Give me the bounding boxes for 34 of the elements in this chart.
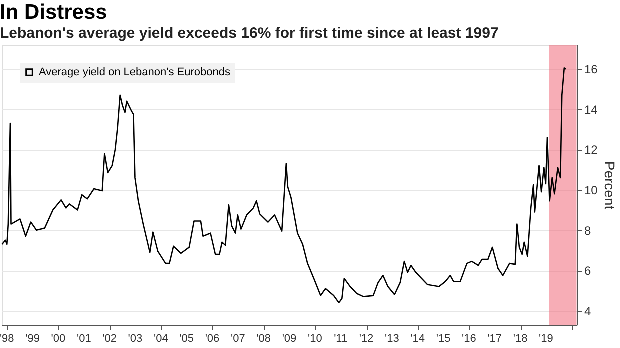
x-tick-label: '09 xyxy=(282,333,297,345)
y-tick-label: 8 xyxy=(584,224,592,238)
y-tick-label: 12 xyxy=(584,143,598,158)
y-tick-label: 4 xyxy=(584,304,592,318)
chart-subtitle: Lebanon's average yield exceeds 16% for first time since at least 1997 xyxy=(0,25,499,42)
chart-title: In Distress xyxy=(0,1,108,24)
x-tick-label: '99 xyxy=(26,333,40,345)
x-tick-label: '12 xyxy=(359,333,374,345)
x-tick-label: '11 xyxy=(334,333,348,345)
x-tick-label: '02 xyxy=(102,333,117,345)
x-tick-label: '13 xyxy=(385,333,400,345)
line-series xyxy=(2,68,567,304)
y-tick-label: 14 xyxy=(584,102,598,117)
x-tick-label: '05 xyxy=(180,333,194,345)
x-tick-label: '07 xyxy=(230,333,246,345)
y-tick-label: 16 xyxy=(584,62,598,77)
x-tick-label: '16 xyxy=(462,333,476,345)
x-tick-label: '01 xyxy=(76,333,92,345)
x-tick-label: '98 xyxy=(0,333,14,345)
y-tick-label: 10 xyxy=(584,184,598,198)
x-tick-label: '06 xyxy=(205,333,220,345)
x-tick-label: '14 xyxy=(410,333,426,345)
x-tick-label: '10 xyxy=(308,333,322,345)
y-tick-label: 6 xyxy=(584,264,592,278)
y-axis-title: Percent xyxy=(602,161,618,210)
x-tick-label: '03 xyxy=(128,333,143,345)
x-tick-label: '15 xyxy=(436,333,451,345)
x-tick-label: '18 xyxy=(513,333,528,345)
legend-label: Average yield on Lebanon's Eurobonds xyxy=(39,66,231,78)
x-tick-label: '19 xyxy=(539,333,554,345)
x-tick-label: '00 xyxy=(51,333,66,345)
x-tick-label: '17 xyxy=(488,333,502,345)
x-tick-label: '08 xyxy=(256,333,271,345)
x-tick-label: '04 xyxy=(154,333,168,345)
